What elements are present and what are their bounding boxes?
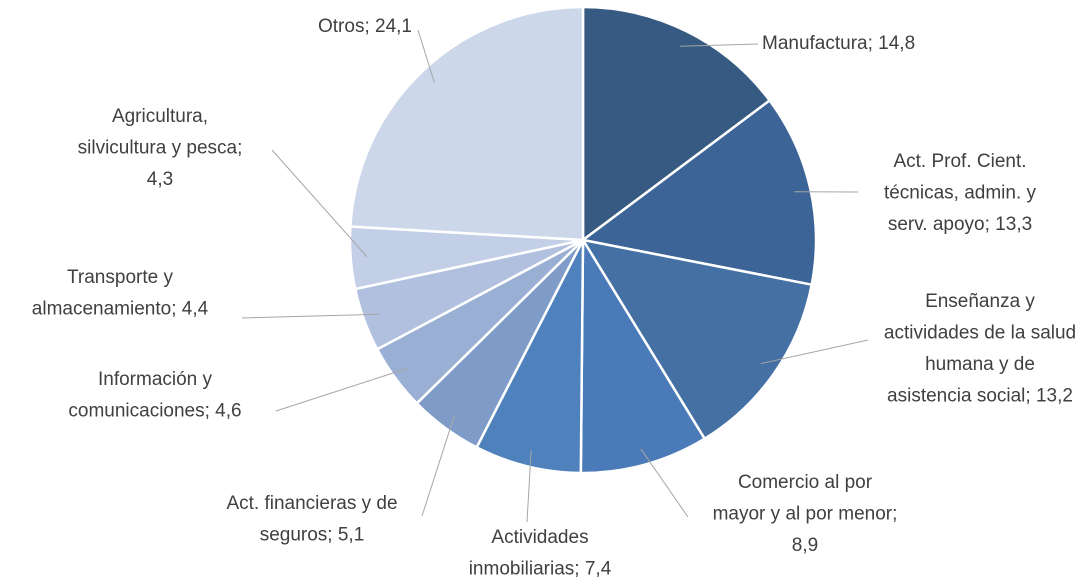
pie-slice xyxy=(580,238,814,441)
leader-line xyxy=(241,313,380,319)
leader-line xyxy=(760,339,869,365)
data-label: mayor y al por menor; xyxy=(713,504,898,525)
data-label: Enseñanza y xyxy=(925,291,1035,312)
data-label: actividades de la salud xyxy=(884,323,1076,344)
data-label: seguros; 5,1 xyxy=(260,525,365,546)
data-label: comunicaciones; 4,6 xyxy=(68,401,241,422)
data-label: Agricultura, xyxy=(112,106,208,127)
data-label: silvicultura y pesca; xyxy=(78,138,243,159)
pie-slice xyxy=(579,235,707,475)
data-label: Otros; 24,1 xyxy=(318,16,412,37)
leader-line xyxy=(640,448,689,518)
pie-slice xyxy=(579,98,818,287)
pie-slice xyxy=(474,239,585,475)
data-label: Act. financieras y de xyxy=(226,493,397,514)
data-label: Act. Prof. Cient. xyxy=(893,151,1026,172)
data-label: humana y de xyxy=(925,354,1035,375)
data-label: Transporte y xyxy=(67,267,173,288)
data-label: 8,9 xyxy=(792,535,818,556)
data-label: asistencia social; 13,2 xyxy=(887,386,1073,407)
data-label: Manufactura; 14,8 xyxy=(762,33,915,54)
leader-line xyxy=(275,367,409,412)
data-label: almacenamiento; 4,4 xyxy=(32,299,209,320)
leader-line xyxy=(417,29,435,83)
data-label: técnicas, admin. y xyxy=(884,183,1037,204)
data-label: Actividades xyxy=(491,527,588,548)
data-label: 4,3 xyxy=(147,169,173,190)
leader-line xyxy=(271,149,368,257)
leader-line xyxy=(526,450,532,523)
leader-line xyxy=(680,43,759,47)
data-label: Comercio al por xyxy=(738,472,873,493)
data-label: serv. apoyo; 13,3 xyxy=(888,214,1032,235)
pie-slice xyxy=(581,5,772,243)
data-label: inmobiliarias; 7,4 xyxy=(469,559,612,580)
data-label: Información y xyxy=(98,369,213,390)
leader-line xyxy=(421,414,456,517)
pie-slice xyxy=(349,5,585,242)
